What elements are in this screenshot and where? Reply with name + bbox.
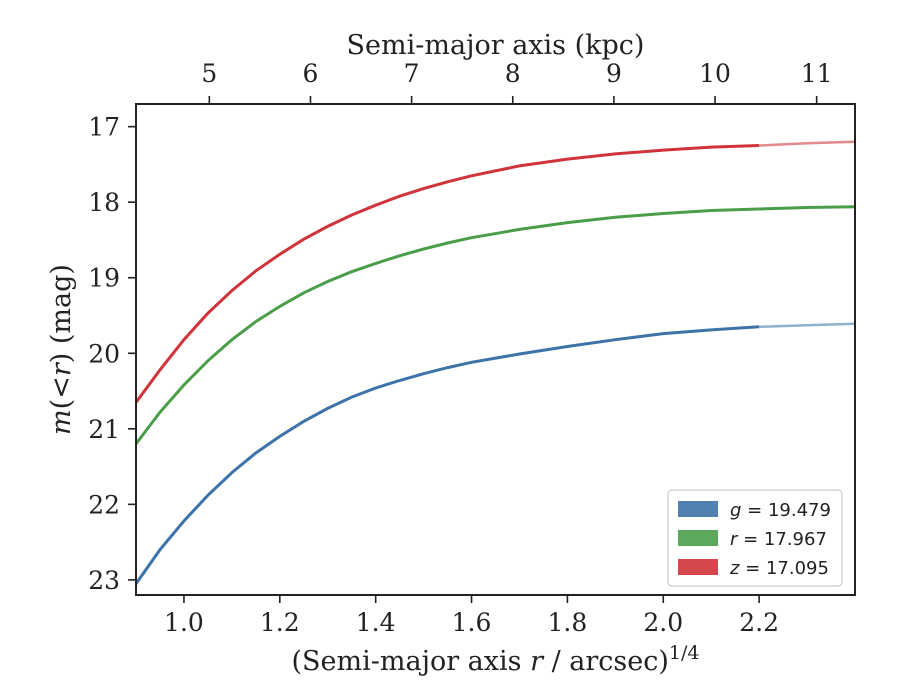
x-tick-label: 2.0	[643, 608, 683, 637]
bottom-axis-title: (Semi-major axis r / arcsec)1/4	[292, 642, 700, 677]
legend-label-z: z = 17.095	[729, 558, 829, 579]
y-tick-label: 17	[88, 113, 120, 142]
legend-swatch-r	[678, 530, 718, 546]
legend-swatch-z	[678, 559, 718, 575]
x-tick-label: 1.4	[356, 608, 396, 637]
legend-swatch-g	[678, 501, 718, 517]
y-axis-title-mid: (<	[46, 376, 77, 409]
top-x-tick-label: 10	[699, 59, 731, 88]
series-line-g	[134, 325, 760, 585]
x-tick-label: 1.0	[164, 608, 204, 637]
bottom-axis-title-post: / arcsec)	[543, 646, 669, 677]
bottom-axis-title-pre: (Semi-major axis	[292, 646, 531, 677]
top-x-tick-label: 9	[606, 59, 622, 88]
y-tick-label: 21	[88, 415, 120, 444]
bottom-axis-title-var: r	[530, 646, 545, 677]
bottom-axis-title-exponent: 1/4	[669, 642, 700, 664]
y-tick-label: 19	[88, 264, 120, 293]
top-x-tick-label: 6	[303, 59, 319, 88]
y-axis-title: m(<r) (mag)	[46, 264, 77, 435]
y-tick-label: 23	[88, 566, 120, 595]
top-x-tick-label: 7	[404, 59, 420, 88]
plot-lines	[134, 140, 856, 585]
y-tick-label: 20	[88, 339, 120, 368]
y-axis-title-var2: r	[46, 361, 77, 376]
top-x-tick-label: 11	[801, 59, 833, 88]
legend-label-g: g = 19.479	[730, 500, 831, 521]
y-tick-label: 22	[88, 490, 120, 519]
x-tick-label: 1.2	[260, 608, 300, 637]
axis-ticks: 1.0 1.2 1.4 1.6 1.8 2.0 2.2 5 6 7 8 9 10 11 17 18 19 20 21…	[88, 59, 832, 637]
top-axis-title: Semi-major axis (kpc)	[347, 30, 645, 61]
series-line-r	[134, 205, 856, 445]
y-axis-title-var: m	[46, 409, 77, 435]
series-line-z-extension	[759, 140, 856, 147]
top-x-tick-label: 8	[505, 59, 521, 88]
plot-frame	[135, 103, 856, 596]
y-tick-label: 18	[88, 188, 120, 217]
legend: g = 19.479 r = 17.967 z = 17.095	[667, 489, 843, 587]
x-tick-label: 2.2	[739, 608, 779, 637]
x-tick-label: 1.8	[548, 608, 588, 637]
top-x-tick-label: 5	[201, 59, 217, 88]
series-line-z	[134, 144, 760, 404]
legend-label-r: r = 17.967	[730, 529, 827, 550]
y-axis-title-post: ) (mag)	[46, 264, 77, 363]
x-tick-label: 1.6	[452, 608, 492, 637]
series-line-g-extension	[759, 322, 856, 329]
